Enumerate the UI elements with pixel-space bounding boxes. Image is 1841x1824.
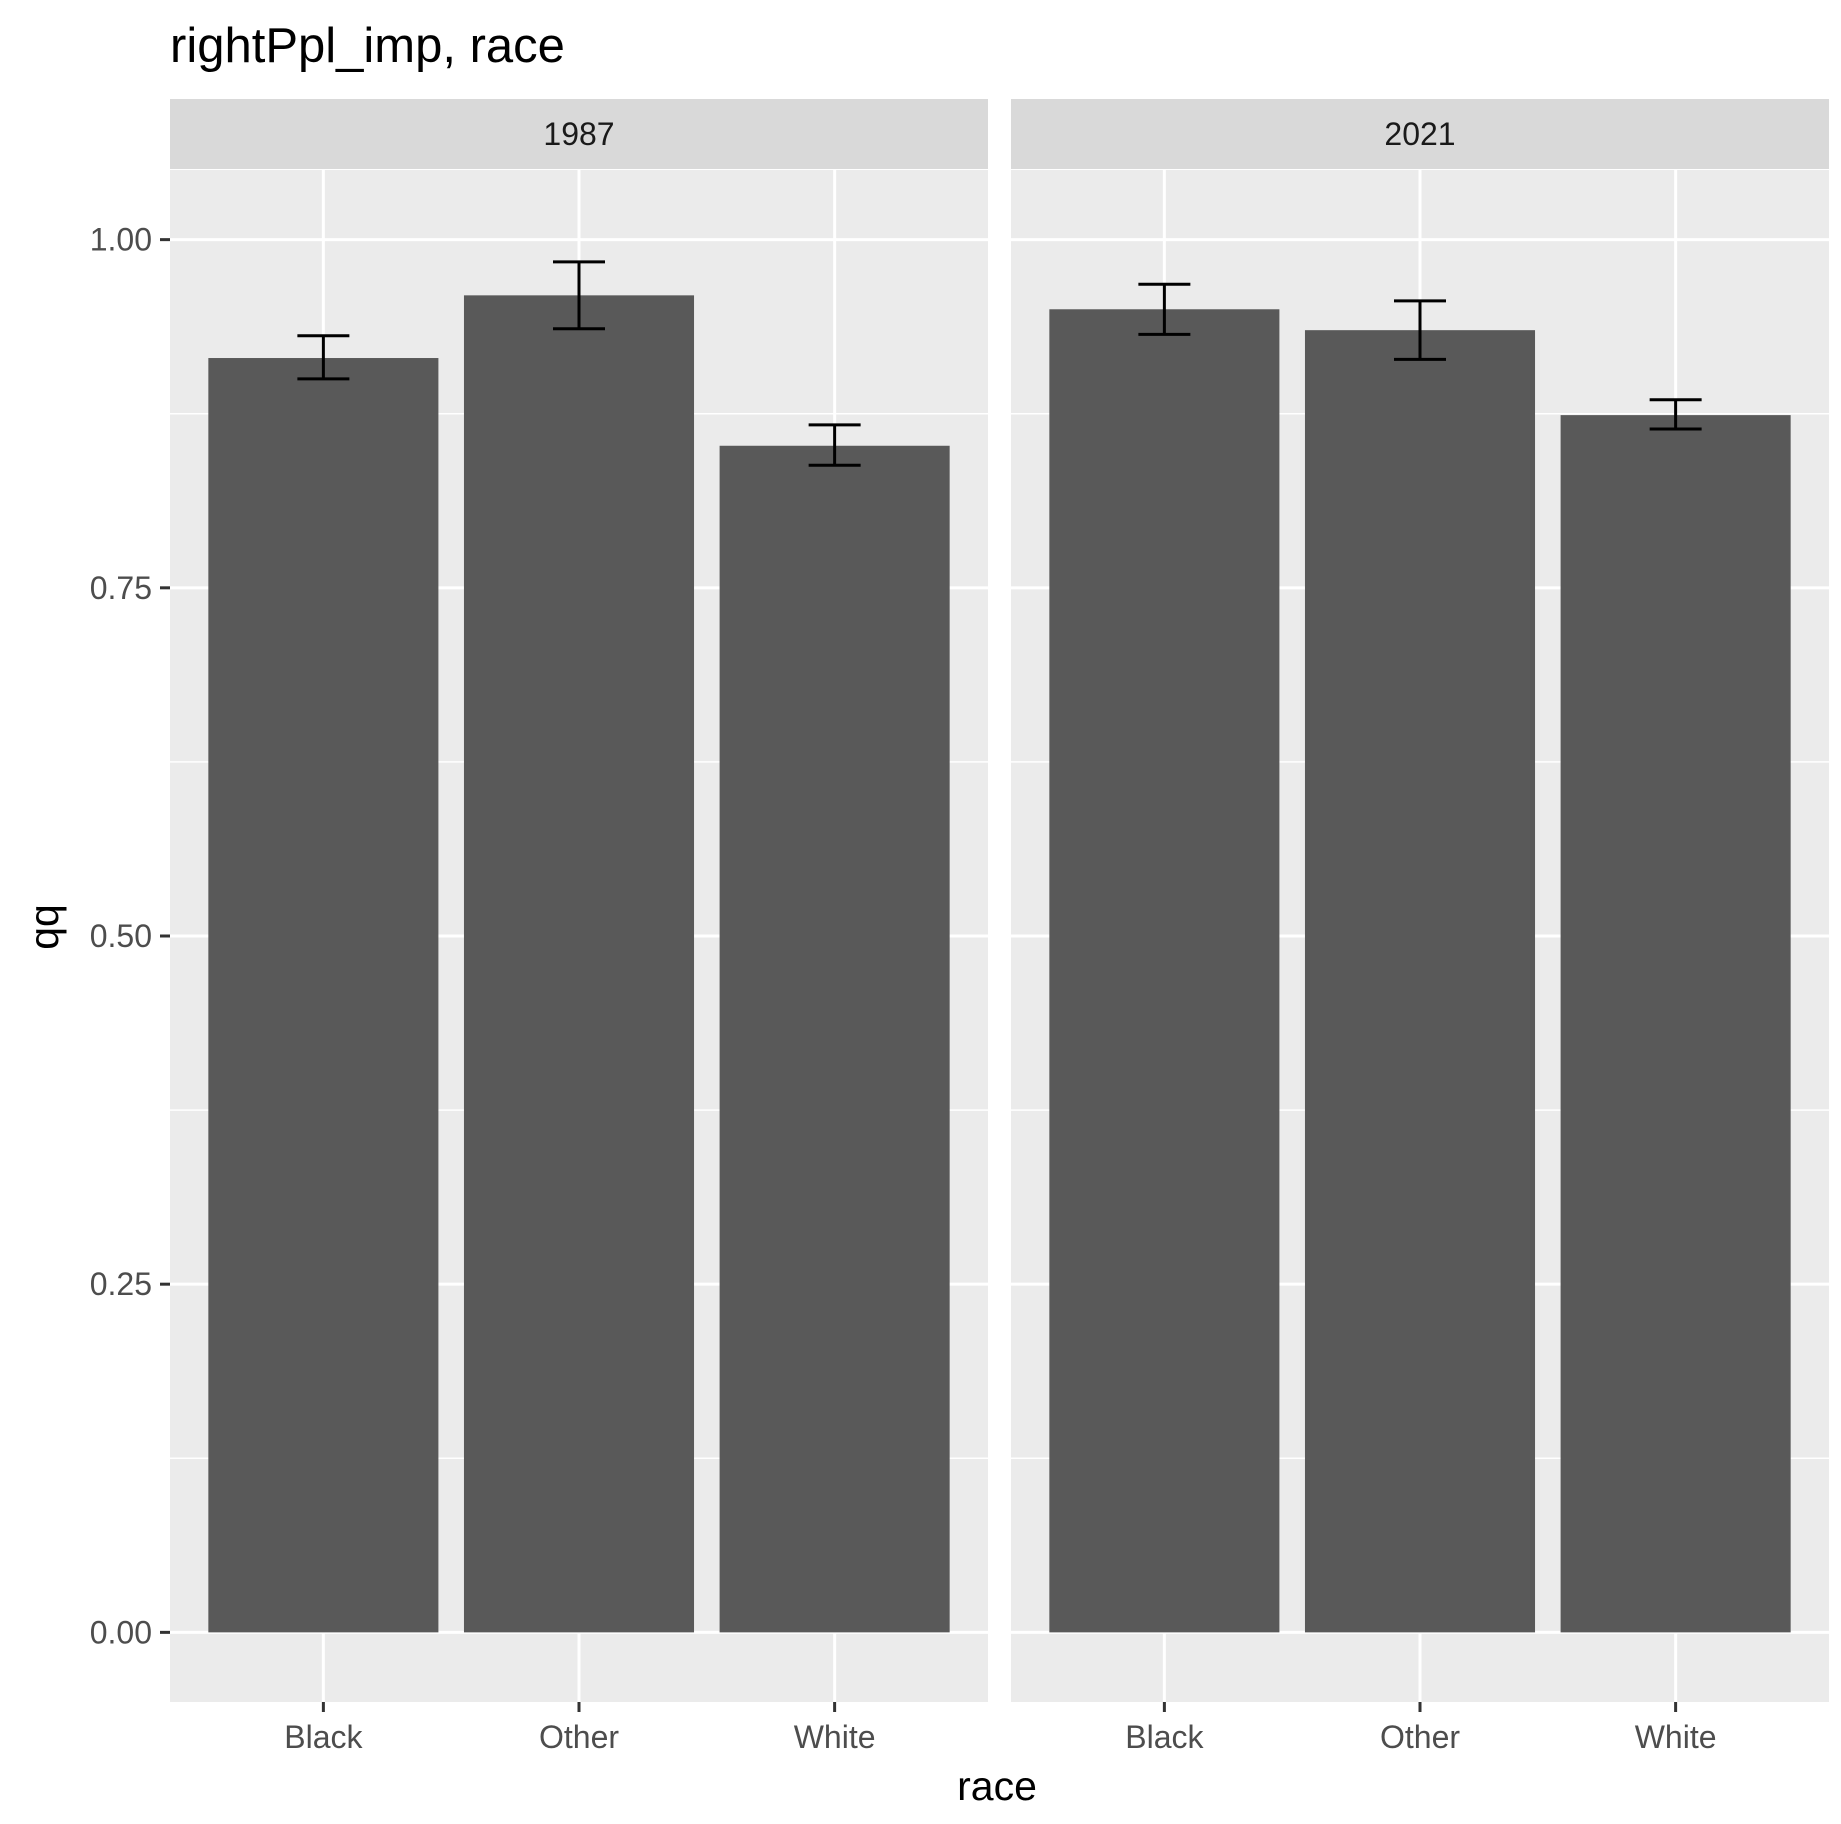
facet-label: 1987 bbox=[543, 116, 614, 152]
x-tick-label: Black bbox=[284, 1719, 363, 1755]
x-tick-label: White bbox=[1635, 1719, 1717, 1755]
x-tick-label: Black bbox=[1125, 1719, 1204, 1755]
facet-strip bbox=[170, 99, 988, 169]
bar bbox=[1049, 309, 1280, 1633]
plot-area: 1987 Black Other White 2021 Black Other White 0.… bbox=[90, 99, 1829, 1755]
y-tick-label: 0.50 bbox=[90, 918, 152, 954]
x-tick-label: Other bbox=[1380, 1719, 1460, 1755]
chart-title: rightPpl_imp, race bbox=[170, 19, 565, 73]
bar bbox=[208, 358, 439, 1633]
y-tick-label: 1.00 bbox=[90, 222, 152, 258]
facet-strip bbox=[1011, 99, 1829, 169]
y-axis-title: qq bbox=[21, 904, 67, 950]
bar bbox=[1560, 415, 1791, 1633]
bar bbox=[463, 295, 695, 1633]
bar bbox=[1304, 330, 1536, 1633]
y-tick-label: 0.25 bbox=[90, 1266, 152, 1302]
y-tick-label: 0.00 bbox=[90, 1614, 152, 1650]
x-tick-label: White bbox=[794, 1719, 876, 1755]
x-axis-title: race bbox=[957, 1763, 1037, 1809]
y-tick-label: 0.75 bbox=[90, 570, 152, 606]
facet-label: 2021 bbox=[1384, 116, 1455, 152]
x-tick-label: Other bbox=[539, 1719, 619, 1755]
bar bbox=[719, 445, 950, 1633]
